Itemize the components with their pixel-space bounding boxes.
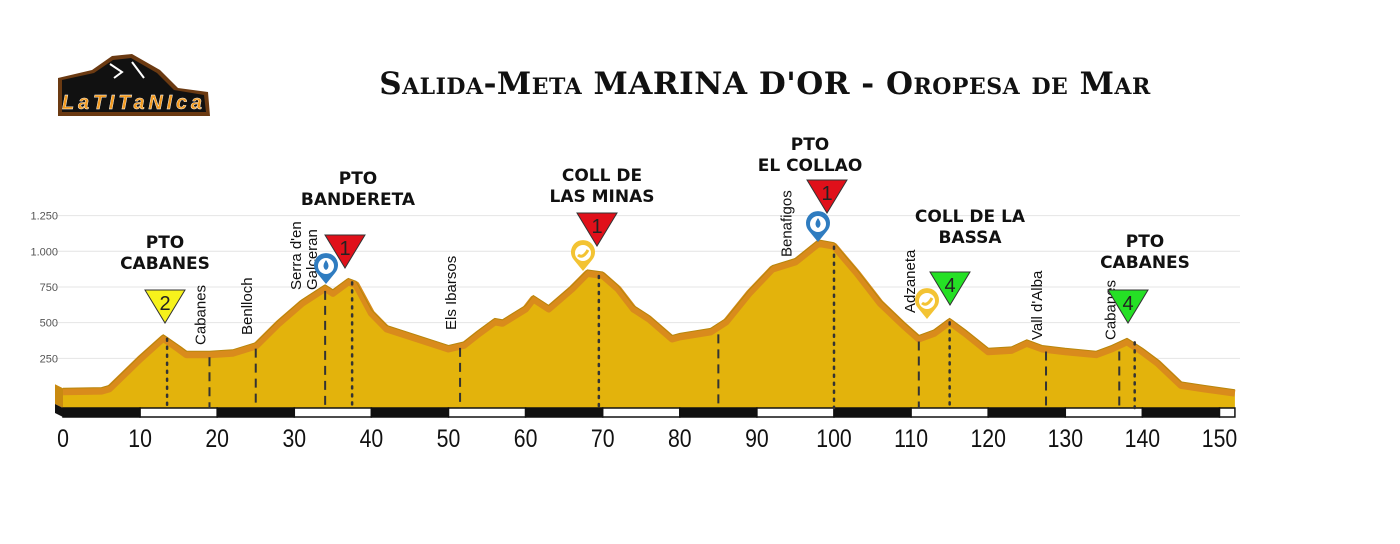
- distance-bar-segment: [1064, 407, 1144, 418]
- food-pin-inner: [575, 245, 591, 261]
- category-1-triangle-icon: [576, 212, 618, 247]
- x-tick-label: 90: [745, 424, 769, 452]
- water-drop-icon: [815, 218, 821, 228]
- climb-name: BANDERETA: [301, 190, 416, 210]
- page-title: Salida-Meta MARINA D'OR - Oropesa de Mar: [379, 66, 1151, 102]
- climb-name: PTO: [1126, 232, 1165, 252]
- profile-line: [62, 239, 1235, 391]
- distance-bar-segment: [601, 407, 681, 418]
- distance-bar-segment: [62, 407, 141, 418]
- profile-band: [62, 239, 1236, 397]
- category-4-triangle-icon: [929, 271, 971, 306]
- distance-bar-segment: [679, 407, 758, 418]
- town-label: Serra d'en: [288, 221, 305, 290]
- town-label: Benlloch: [239, 277, 256, 335]
- banana-icon: [921, 297, 934, 306]
- climb-category: 1: [591, 216, 602, 238]
- climb-name: PTO: [791, 135, 830, 155]
- climb-category: 4: [944, 275, 955, 297]
- food-pin-inner: [919, 293, 935, 309]
- distance-bar-segment: [910, 407, 989, 418]
- distance-bar-segment: [216, 407, 296, 418]
- x-tick-label: 10: [128, 424, 152, 452]
- distance-bar-segment: [987, 407, 1067, 418]
- town-label: Cabanes: [1102, 280, 1119, 340]
- x-tick-label: 130: [1048, 424, 1083, 452]
- x-tick-label: 100: [816, 424, 851, 452]
- distance-bar-segment: [370, 407, 450, 418]
- town-label: Cabanes: [192, 285, 209, 345]
- x-tick-label: 50: [437, 424, 461, 452]
- x-tick-label: 140: [1125, 424, 1160, 452]
- category-1-triangle-icon: [324, 234, 366, 269]
- distance-bar-segment: [293, 407, 373, 418]
- water-drop-icon: [323, 260, 329, 270]
- distance-bar-segment: [1141, 407, 1221, 418]
- x-tick-label: 80: [668, 424, 692, 452]
- category-4-triangle-icon: [1107, 289, 1149, 324]
- climb-name: PTO: [146, 233, 185, 253]
- distance-bar-segment: [447, 407, 527, 418]
- climb-name: COLL DE: [562, 166, 642, 186]
- distance-bar-segment: [833, 407, 912, 418]
- town-label: Vall d'Alba: [1029, 270, 1046, 340]
- y-tick-label: 500: [40, 318, 58, 330]
- town-label: Els Ibarsos: [443, 256, 460, 330]
- distance-bar-segment: [139, 407, 218, 418]
- x-tick-label: 120: [970, 424, 1005, 452]
- town-label: Adzaneta: [902, 249, 919, 313]
- x-tick-label: 150: [1202, 424, 1237, 452]
- climb-name: CABANES: [120, 254, 210, 274]
- climb-name: EL COLLAO: [758, 156, 863, 176]
- climb-name: PTO: [339, 169, 378, 189]
- climb-category: 1: [821, 183, 832, 205]
- category-2-triangle-icon: [144, 289, 186, 324]
- y-tick-label: 750: [40, 282, 58, 294]
- la-titanica-logo: LaTITaNIca: [58, 54, 210, 116]
- climb-category: 4: [1122, 293, 1133, 315]
- y-tick-label: 1.000: [30, 246, 58, 258]
- y-tick-label: 1.250: [30, 211, 58, 223]
- town-label: Benafigos: [778, 190, 795, 257]
- town-label: Galceran: [304, 229, 321, 290]
- x-tick-label: 30: [282, 424, 306, 452]
- climb-name: COLL DE LA: [915, 207, 1026, 227]
- x-tick-label: 20: [205, 424, 229, 452]
- distance-bar-segment: [756, 407, 835, 418]
- climb-category: 2: [159, 293, 170, 315]
- banana-icon: [577, 249, 590, 258]
- x-tick-label: 40: [360, 424, 384, 452]
- x-tick-label: 110: [894, 424, 928, 452]
- distance-bar-segment: [524, 407, 604, 418]
- distance-bar-segment: [1218, 407, 1236, 418]
- distance-bar-side: [55, 404, 63, 417]
- climb-category: 1: [339, 238, 350, 260]
- climb-name: BASSA: [939, 228, 1003, 248]
- climb-name: LAS MINAS: [549, 187, 654, 207]
- y-tick-label: 250: [40, 353, 58, 365]
- x-tick-label: 0: [57, 424, 69, 452]
- x-tick-label: 60: [514, 424, 538, 452]
- profile-side: [55, 384, 63, 408]
- category-1-triangle-icon: [806, 179, 848, 214]
- x-tick-label: 70: [591, 424, 615, 452]
- climb-name: CABANES: [1100, 253, 1190, 273]
